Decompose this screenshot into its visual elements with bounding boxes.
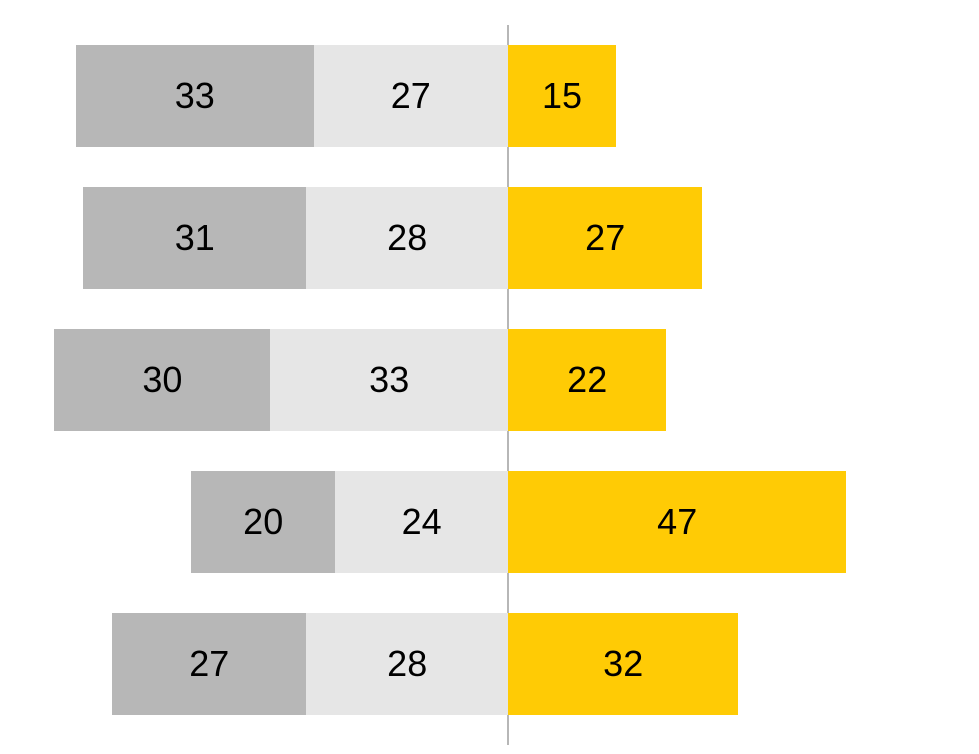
segment-value-label: 27 (391, 75, 431, 117)
segment-left-dark: 20 (191, 471, 335, 573)
diverging-bar-chart: 33 27 15 31 28 27 30 33 22 20 24 47 27 28 32 (0, 0, 979, 754)
segment-left-dark: 33 (76, 45, 314, 147)
segment-value-label: 32 (603, 643, 643, 685)
segment-value-label: 31 (175, 217, 215, 259)
segment-left-dark: 30 (54, 329, 270, 431)
segment-value-label: 24 (402, 501, 442, 543)
segment-left-light: 28 (306, 613, 508, 715)
segment-value-label: 33 (369, 359, 409, 401)
bar-row: 30 33 22 (0, 329, 979, 431)
segment-value-label: 20 (243, 501, 283, 543)
segment-value-label: 30 (142, 359, 182, 401)
segment-value-label: 15 (542, 75, 582, 117)
segment-left-dark: 27 (112, 613, 306, 715)
segment-left-light: 28 (306, 187, 508, 289)
segment-left-light: 24 (335, 471, 508, 573)
segment-value-label: 28 (387, 643, 427, 685)
segment-right: 32 (508, 613, 738, 715)
bar-row: 20 24 47 (0, 471, 979, 573)
segment-value-label: 27 (585, 217, 625, 259)
segment-right: 47 (508, 471, 846, 573)
segment-right: 27 (508, 187, 702, 289)
segment-value-label: 22 (567, 359, 607, 401)
segment-left-light: 27 (314, 45, 508, 147)
segment-value-label: 27 (189, 643, 229, 685)
segment-value-label: 28 (387, 217, 427, 259)
bar-row: 33 27 15 (0, 45, 979, 147)
segment-right: 22 (508, 329, 666, 431)
segment-left-light: 33 (270, 329, 508, 431)
segment-left-dark: 31 (83, 187, 306, 289)
bar-row: 27 28 32 (0, 613, 979, 715)
segment-value-label: 47 (657, 501, 697, 543)
bar-row: 31 28 27 (0, 187, 979, 289)
segment-right: 15 (508, 45, 616, 147)
segment-value-label: 33 (175, 75, 215, 117)
